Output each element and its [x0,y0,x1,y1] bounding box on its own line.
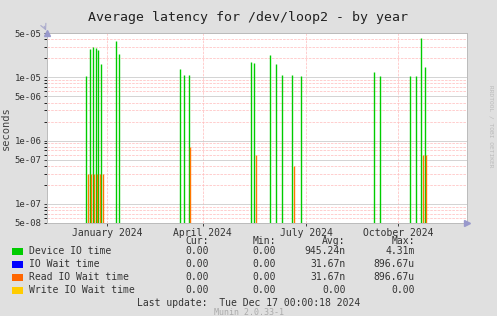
Y-axis label: seconds: seconds [0,106,10,150]
Text: 0.00: 0.00 [185,246,209,256]
Text: 0.00: 0.00 [252,246,276,256]
Text: RRDTOOL / TOBI OETIKER: RRDTOOL / TOBI OETIKER [489,85,494,168]
Text: 0.00: 0.00 [252,285,276,295]
Text: Munin 2.0.33-1: Munin 2.0.33-1 [214,308,283,316]
Text: 0.00: 0.00 [392,285,415,295]
Text: 31.67n: 31.67n [310,259,345,270]
Text: 0.00: 0.00 [252,259,276,270]
Text: 0.00: 0.00 [185,259,209,270]
Text: Avg:: Avg: [322,236,345,246]
Text: Write IO Wait time: Write IO Wait time [29,285,135,295]
Text: 0.00: 0.00 [322,285,345,295]
Text: Last update:  Tue Dec 17 00:00:18 2024: Last update: Tue Dec 17 00:00:18 2024 [137,298,360,308]
Text: 31.67n: 31.67n [310,272,345,283]
Text: Max:: Max: [392,236,415,246]
Text: Device IO time: Device IO time [29,246,111,256]
Text: Min:: Min: [252,236,276,246]
Text: Cur:: Cur: [185,236,209,246]
Text: 896.67u: 896.67u [374,272,415,283]
Text: IO Wait time: IO Wait time [29,259,99,270]
Text: 4.31m: 4.31m [386,246,415,256]
Text: Read IO Wait time: Read IO Wait time [29,272,129,283]
Text: 945.24n: 945.24n [304,246,345,256]
Text: 0.00: 0.00 [185,272,209,283]
Text: Average latency for /dev/loop2 - by year: Average latency for /dev/loop2 - by year [88,11,409,24]
Text: 896.67u: 896.67u [374,259,415,270]
Text: 0.00: 0.00 [252,272,276,283]
Text: 0.00: 0.00 [185,285,209,295]
